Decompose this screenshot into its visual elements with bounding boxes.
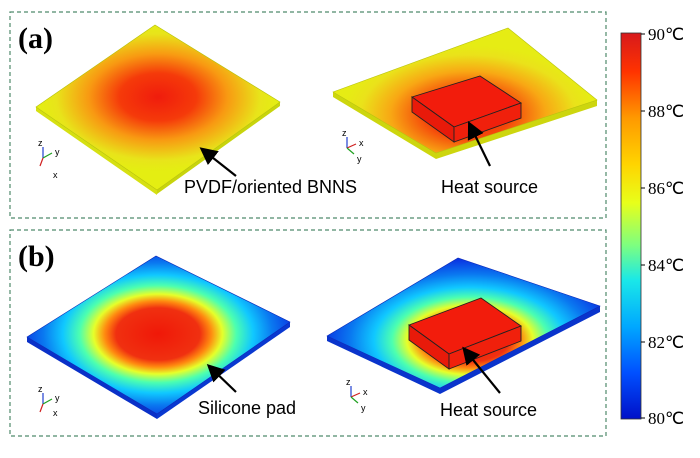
silicone-label: Silicone pad bbox=[198, 398, 296, 418]
heat-source-label-a: Heat source bbox=[441, 177, 538, 197]
colorbar-tick-80: 80℃ bbox=[648, 409, 684, 428]
colorbar-tick-86: 86℃ bbox=[648, 179, 684, 198]
heat-source-plate-b bbox=[326, 257, 601, 394]
axes-triad-b-right: z x y bbox=[346, 377, 368, 413]
axes-triad-a-right: z x y bbox=[342, 128, 364, 164]
axis-x-label-a2: x bbox=[359, 138, 364, 148]
pvdf-plate bbox=[35, 24, 281, 195]
pvdf-label: PVDF/oriented BNNS bbox=[184, 177, 357, 197]
axis-x-label: x bbox=[53, 170, 58, 180]
panel-a-frame bbox=[9, 11, 607, 219]
colorbar-ticks bbox=[641, 33, 645, 419]
axis-y-label-a2: y bbox=[357, 154, 362, 164]
axes-triad-a: z y x bbox=[38, 138, 60, 180]
silicone-plate-side bbox=[27, 337, 157, 419]
axis-z-label-b: z bbox=[38, 384, 43, 394]
pvdf-plate-side bbox=[36, 107, 157, 195]
panel-b-label: (b) bbox=[18, 240, 55, 273]
silicone-arrow bbox=[206, 363, 237, 393]
colorbar: 90℃ 88℃ 86℃ 84℃ 82℃ 80℃ bbox=[620, 25, 684, 428]
axis-z-label-a2: z bbox=[342, 128, 347, 138]
colorbar-gradient bbox=[620, 32, 642, 420]
plate-b2-side bbox=[327, 306, 600, 394]
axis-z-label-b2: z bbox=[346, 377, 351, 387]
panel-b: (b) z y x bbox=[9, 229, 607, 437]
panel-a: (a) z y x bbox=[9, 11, 607, 219]
colorbar-tick-82: 82℃ bbox=[648, 333, 684, 352]
heat-source-arrow-b bbox=[462, 346, 501, 394]
colorbar-tick-90: 90℃ bbox=[648, 25, 684, 44]
axes-triad-b: z y x bbox=[38, 384, 60, 418]
axis-y-label: y bbox=[55, 147, 60, 157]
silicone-plate-top bbox=[26, 255, 291, 415]
axis-y-label-b: y bbox=[55, 393, 60, 403]
heat-source-block-a bbox=[410, 75, 523, 143]
heat-source-arrow-a bbox=[467, 121, 491, 167]
axis-x-label-b: x bbox=[53, 408, 58, 418]
pvdf-plate-top bbox=[35, 24, 281, 191]
plate-a2-side bbox=[333, 92, 597, 159]
colorbar-tick-84: 84℃ bbox=[648, 256, 684, 275]
silicone-plate bbox=[26, 255, 291, 419]
colorbar-tick-88: 88℃ bbox=[648, 102, 684, 121]
heat-source-plate-a bbox=[332, 27, 598, 159]
axis-y-label-b2: y bbox=[361, 403, 366, 413]
pvdf-arrow bbox=[199, 147, 237, 177]
panel-a-label: (a) bbox=[18, 22, 53, 55]
axis-z-label: z bbox=[38, 138, 43, 148]
panel-b-frame bbox=[9, 229, 607, 437]
axis-x-label-b2: x bbox=[363, 387, 368, 397]
heat-source-label-b: Heat source bbox=[440, 400, 537, 420]
